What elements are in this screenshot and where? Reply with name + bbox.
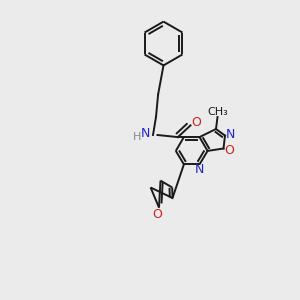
Text: N: N	[195, 163, 205, 176]
Text: O: O	[225, 143, 234, 157]
Text: O: O	[191, 116, 201, 130]
Text: N: N	[226, 128, 235, 141]
Text: H: H	[133, 132, 142, 142]
Text: CH₃: CH₃	[207, 106, 228, 117]
Text: O: O	[153, 208, 162, 221]
Text: N: N	[141, 127, 150, 140]
